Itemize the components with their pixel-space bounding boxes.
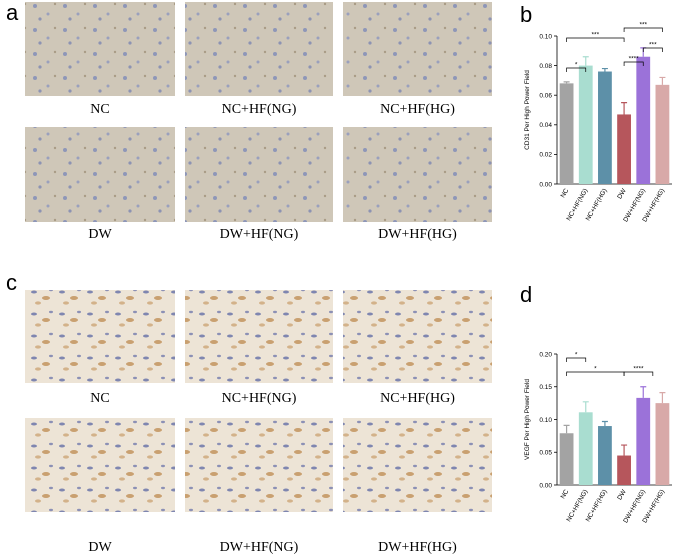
- image-caption: NC+HF(NG): [222, 102, 297, 117]
- significance-bracket: [623, 371, 654, 376]
- micrographs: [25, 2, 492, 512]
- significance-label: ***: [592, 32, 600, 39]
- bar: [578, 412, 593, 485]
- significance-bracket: [623, 27, 663, 32]
- panel-label: c: [6, 270, 17, 295]
- bar: [578, 65, 593, 184]
- panel-label: b: [520, 2, 532, 27]
- significance-bracket: [642, 47, 663, 52]
- y-tick-label: 0.10: [539, 33, 552, 40]
- significance-label: *: [575, 352, 578, 359]
- micrograph: [25, 290, 175, 383]
- significance-label: ****: [633, 366, 644, 373]
- y-tick-label: 0.05: [539, 450, 552, 457]
- x-tick-label: NC: [560, 187, 571, 199]
- micrograph: [185, 127, 333, 222]
- significance-bracket: [623, 61, 644, 66]
- y-tick-label: 0.08: [539, 63, 552, 70]
- micrograph: [185, 2, 333, 96]
- significance-label: ****: [629, 56, 640, 63]
- y-tick-label: 0.20: [539, 351, 552, 358]
- micrograph: [25, 2, 175, 96]
- image-caption: DW+HF(NG): [220, 227, 299, 242]
- significance-label: *: [575, 62, 578, 69]
- bar: [636, 56, 651, 184]
- image-caption: NC+HF(HG): [380, 102, 455, 117]
- error-bar: [659, 392, 666, 404]
- image-caption: NC+HF(HG): [380, 391, 455, 406]
- bar: [598, 426, 612, 485]
- bar: [598, 71, 612, 184]
- image-caption: DW: [88, 540, 112, 555]
- image-caption: NC: [90, 102, 109, 117]
- image-caption: DW+HF(NG): [220, 540, 299, 555]
- image-caption: NC: [90, 391, 109, 406]
- x-tick-label: NC: [560, 488, 571, 500]
- panel-label: a: [6, 0, 19, 25]
- error-bar: [563, 81, 570, 84]
- micrograph: [25, 418, 175, 512]
- error-bar: [601, 420, 608, 427]
- significance-bracket: [566, 357, 587, 362]
- micrograph: [343, 127, 492, 222]
- bar: [655, 84, 670, 184]
- micrograph: [25, 127, 175, 222]
- y-tick-label: 0.00: [539, 181, 552, 188]
- image-caption: DW: [88, 227, 112, 242]
- image-caption: DW+HF(HG): [378, 227, 457, 242]
- y-tick-label: 0.06: [539, 93, 552, 100]
- bar: [559, 83, 574, 184]
- error-bar: [621, 102, 628, 115]
- error-bar: [601, 67, 608, 72]
- panel-label: d: [520, 282, 532, 307]
- y-tick-label: 0.04: [539, 122, 552, 129]
- x-tick-label: DW: [616, 187, 628, 201]
- bar: [636, 397, 651, 485]
- significance-bracket: [566, 371, 625, 376]
- bar: [655, 403, 670, 485]
- x-tick-label: DW: [616, 488, 628, 502]
- y-axis-label: VEGF Per High Power Field: [524, 379, 531, 460]
- significance-label: ***: [649, 42, 657, 49]
- error-bar: [659, 76, 666, 85]
- bar: [559, 433, 574, 485]
- y-tick-label: 0.00: [539, 482, 552, 489]
- bar: [617, 114, 631, 184]
- image-caption: NC+HF(NG): [222, 391, 297, 406]
- significance-label: ***: [639, 22, 647, 29]
- significance-bracket: [566, 67, 587, 72]
- micrograph: [185, 290, 333, 383]
- micrograph: [343, 290, 492, 383]
- y-tick-label: 0.15: [539, 384, 552, 391]
- micrograph: [185, 418, 333, 512]
- significance-bracket: [566, 37, 625, 42]
- error-bar: [563, 424, 570, 434]
- y-axis-label: CD31 Per High Power Field: [524, 70, 531, 150]
- significance-label: *: [594, 366, 597, 373]
- error-bar: [640, 386, 647, 398]
- bar: [617, 455, 631, 485]
- y-tick-label: 0.02: [539, 152, 552, 159]
- error-bar: [582, 56, 589, 66]
- error-bar: [582, 401, 589, 413]
- micrograph: [343, 2, 492, 96]
- image-caption: DW+HF(HG): [378, 540, 457, 555]
- y-tick-label: 0.10: [539, 417, 552, 424]
- error-bar: [621, 444, 628, 456]
- micrograph: [343, 418, 492, 512]
